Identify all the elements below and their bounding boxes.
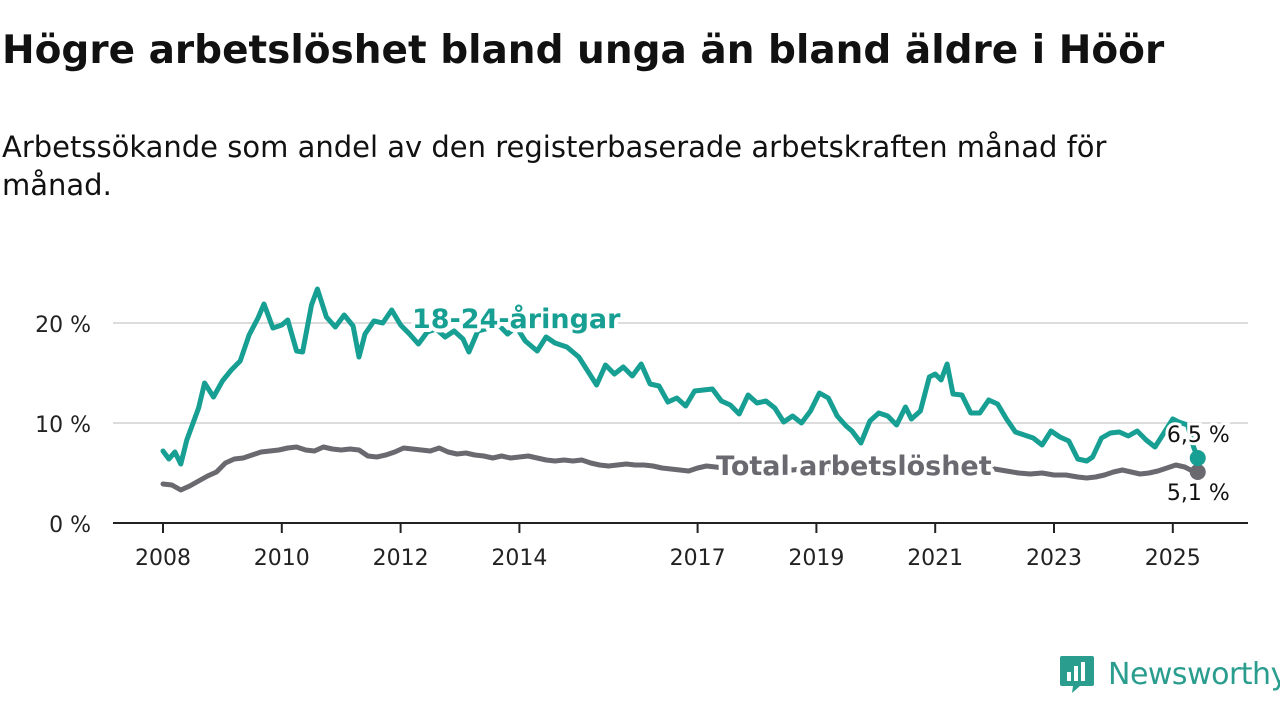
x-tick-label: 2014 (491, 546, 547, 571)
newsworthy-logo-icon (1060, 656, 1094, 693)
x-axis-ticks: 2008 2010 2012 2014 2017 2019 2021 2023 2025 (135, 523, 1201, 571)
end-point-total (1189, 464, 1206, 480)
y-tick-label: 20 % (35, 313, 91, 338)
grid-lines (113, 322, 1248, 524)
y-tick-label: 10 % (35, 413, 91, 438)
y-tick-label: 0 % (49, 513, 91, 538)
x-tick-label: 2012 (373, 546, 429, 571)
series-line-youth (160, 286, 1201, 467)
series-lines (160, 286, 1206, 493)
series-label-total: Total arbetslöshet (716, 451, 992, 482)
x-tick-label: 2008 (135, 546, 191, 571)
x-tick-label: 2023 (1026, 546, 1082, 571)
x-tick-label: 2017 (670, 546, 726, 571)
newsworthy-brand: Newsworthy (1058, 654, 1280, 694)
chart-title: Högre arbetslöshet bland unga än bland ä… (2, 28, 1165, 73)
y-axis-ticks: 0 % 10 % 20 % (35, 313, 91, 538)
end-label-youth: 6,5 % (1167, 423, 1230, 448)
end-point-youth (1189, 450, 1206, 466)
x-tick-label: 2019 (788, 546, 844, 571)
series-labels: 18-24-åringar Total arbetslöshet 6,5 % 5,1 … (408, 299, 1233, 509)
brand-name: Newsworthy (1108, 656, 1280, 692)
x-tick-label: 2010 (254, 546, 310, 571)
x-tick-label: 2025 (1145, 546, 1201, 571)
series-line-total (160, 444, 1201, 493)
x-tick-label: 2021 (907, 546, 963, 571)
end-label-total: 5,1 % (1167, 481, 1230, 506)
chart-subtitle: Arbetssökande som andel av den registerb… (2, 130, 1107, 202)
series-label-youth: 18-24-åringar (412, 303, 621, 335)
line-chart: 0 % 10 % 20 % 2008 2010 2012 2014 2017 2019 2021… (35, 286, 1248, 571)
